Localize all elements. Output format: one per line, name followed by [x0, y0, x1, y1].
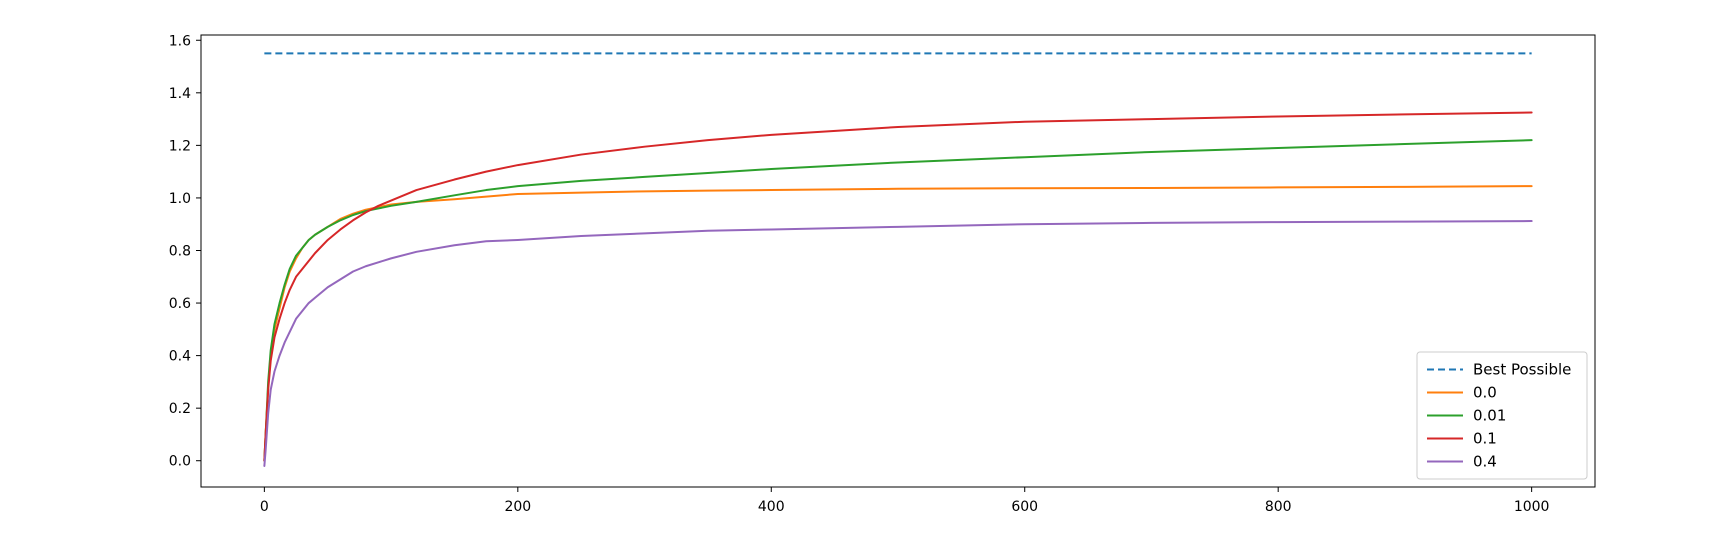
- y-tick-label-1: 0.2: [169, 401, 191, 417]
- x-tick-label-0: 0: [260, 499, 269, 515]
- y-tick-label-7: 1.4: [169, 86, 191, 102]
- series-line-3: [263, 111, 1533, 462]
- legend-box: [1416, 351, 1588, 480]
- x-tick-label-5: 1000: [1514, 499, 1550, 515]
- legend-label-2: 0.01: [1473, 407, 1506, 425]
- legend: Best Possible 0.0 0.01 0.1 0.4: [1416, 351, 1588, 480]
- y-tick-label-0: 0.0: [169, 454, 191, 470]
- y-tick-label-4: 0.8: [169, 243, 191, 259]
- legend-label-0: Best Possible: [1473, 361, 1571, 379]
- y-tick-label-5: 1.0: [169, 191, 191, 207]
- y-tick-label-8: 1.6: [169, 33, 191, 49]
- y-tick-label-2: 0.4: [169, 349, 191, 365]
- x-tick-label-2: 400: [758, 499, 785, 515]
- x-tick-label-1: 200: [504, 499, 531, 515]
- axes-layer: 0 200 400 600 800 1000 0.0 0.2 0.4 0.6 0.8 1.0 1.2 1.…: [169, 33, 1596, 515]
- legend-label-1: 0.0: [1473, 384, 1497, 402]
- y-tick-label-3: 0.6: [169, 296, 191, 312]
- series-layer: [263, 52, 1533, 467]
- legend-label-3: 0.1: [1473, 430, 1497, 448]
- series-line-4: [263, 220, 1533, 467]
- axes-frame: [200, 34, 1596, 488]
- x-tick-label-4: 800: [1265, 499, 1292, 515]
- x-tick-label-3: 600: [1011, 499, 1038, 515]
- y-tick-label-6: 1.2: [169, 138, 191, 154]
- legend-label-4: 0.4: [1473, 453, 1497, 471]
